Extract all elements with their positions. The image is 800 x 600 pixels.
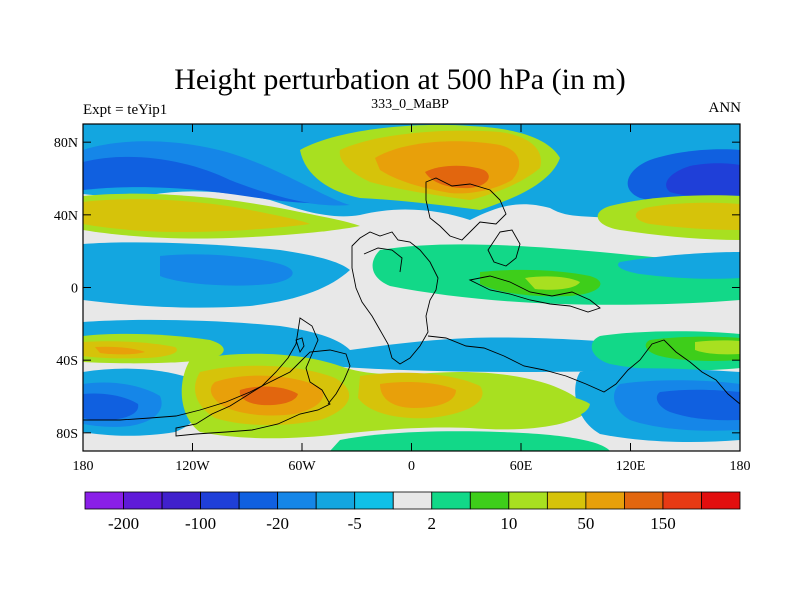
colorbar-box — [701, 491, 741, 510]
south-positive-patch — [509, 394, 590, 421]
y-axis: 80N 40N 0 40S 80S — [54, 136, 740, 442]
colorbar-label: -20 — [266, 514, 289, 533]
colorbar-box — [354, 491, 394, 510]
south-negative-high-lat-deep — [83, 393, 139, 421]
africa-north-outline — [363, 247, 403, 273]
colorbar-label: -5 — [348, 514, 362, 533]
east-positive-tongue-strong — [635, 202, 740, 230]
southern-coast-outline — [427, 335, 740, 405]
colorbar-label: 10 — [500, 514, 517, 533]
y-tick-label: 80S — [56, 427, 78, 442]
eurasia-outline — [425, 177, 507, 241]
south-polar-positive — [330, 431, 610, 451]
colorbar-label: 150 — [650, 514, 676, 533]
africa-outline — [351, 231, 439, 365]
tropical-positive-core — [525, 276, 580, 290]
colorbar-label: -200 — [108, 514, 139, 533]
x-axis: 180 120W 60W 0 60E 120E 180 — [73, 124, 751, 474]
height-field — [83, 124, 740, 451]
x-tick-label: 180 — [730, 459, 751, 474]
x-tick-label: 180 — [73, 459, 94, 474]
colorbar-box — [200, 491, 240, 510]
x-tick-label: 60E — [510, 459, 533, 474]
colorbar-box — [161, 491, 201, 510]
north-negative-core — [83, 141, 350, 206]
indian-coast-outline — [468, 275, 601, 313]
north-deep-negative-left — [83, 156, 310, 203]
chart-title: Height perturbation at 500 hPa (in m) — [174, 63, 626, 96]
colorbar-label: -100 — [185, 514, 216, 533]
x-tick-label: 120E — [616, 459, 646, 474]
north-ridge-core — [425, 165, 489, 189]
y-tick-label: 80N — [54, 136, 78, 151]
north-deep-negative-core — [666, 163, 740, 197]
antarctic-outline — [83, 349, 351, 421]
colorbar: -200 -100 -20 -5 2 10 50 150 — [84, 491, 741, 533]
x-tick-label: 60W — [288, 459, 316, 474]
y-tick-label: 40N — [54, 209, 78, 224]
experiment-label: Expt = teYip1 — [83, 102, 168, 118]
x-tick-label: 120W — [175, 459, 210, 474]
eurasia-east-outline — [487, 229, 521, 267]
colorbar-box — [662, 491, 702, 510]
colorbar-box — [546, 491, 587, 510]
colorbar-label: 50 — [577, 514, 594, 533]
colorbar-box — [392, 491, 433, 510]
colorbar-box — [315, 491, 356, 510]
x-tick-label: 0 — [408, 459, 415, 474]
colorbar-box — [508, 491, 548, 510]
period-label: 333_0_MaBP — [371, 97, 449, 112]
south-indian-negative-deep — [656, 389, 740, 421]
y-tick-label: 0 — [71, 282, 78, 297]
tropical-negative-west-core — [160, 254, 293, 286]
colorbar-box — [277, 491, 317, 510]
south-positive-east-core — [695, 340, 740, 355]
colorbar-label: 2 — [428, 514, 437, 533]
colorbar-box — [431, 491, 471, 510]
y-tick-label: 40S — [56, 354, 78, 369]
colorbar-box — [238, 491, 279, 510]
pacific-island-outline — [295, 337, 305, 354]
colorbar-box — [624, 491, 664, 510]
south-positive-west-core — [95, 346, 145, 355]
colorbar-box — [123, 491, 163, 510]
continent-outlines — [83, 177, 740, 437]
colorbar-box — [84, 491, 124, 510]
south-atlantic-ridge-core — [380, 382, 456, 408]
west-positive-tongue-strong — [83, 199, 310, 232]
season-label: ANN — [708, 100, 742, 116]
tropical-negative-east — [618, 252, 740, 279]
colorbar-box — [469, 491, 510, 510]
colorbar-box — [585, 491, 625, 510]
